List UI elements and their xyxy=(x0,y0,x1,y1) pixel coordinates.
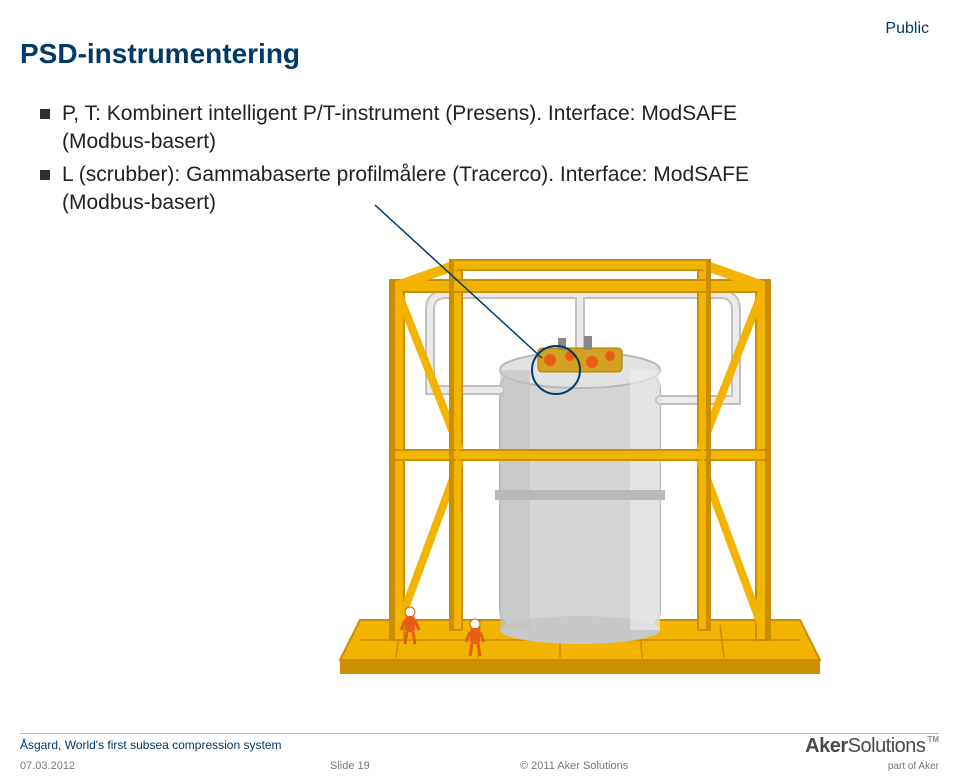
bullet-marker-icon xyxy=(40,109,50,119)
logo-bold-part: Aker xyxy=(805,735,847,757)
logo-light-part: Solutions xyxy=(848,735,926,757)
footer-part-of: part of Aker xyxy=(888,761,939,772)
footer: Åsgard, World's first subsea compression… xyxy=(0,732,959,780)
footer-slide-number: Slide 19 xyxy=(330,760,370,772)
bullet-item: L (scrubber): Gammabaserte profilmålere … xyxy=(40,161,762,218)
footer-subtitle: Åsgard, World's first subsea compression… xyxy=(20,738,282,752)
footer-divider xyxy=(20,733,939,734)
scrubber-illustration xyxy=(300,250,860,690)
bullet-list: P, T: Kombinert intelligent P/T-instrume… xyxy=(40,100,762,221)
logo-tm: TM xyxy=(927,735,939,744)
bullet-text: L (scrubber): Gammabaserte profilmålere … xyxy=(62,161,762,218)
bullet-text: P, T: Kombinert intelligent P/T-instrume… xyxy=(62,100,762,157)
bullet-marker-icon xyxy=(40,170,50,180)
aker-solutions-logo: AkerSolutionsTM xyxy=(805,735,939,758)
classification-label: Public xyxy=(885,20,929,38)
bullet-item: P, T: Kombinert intelligent P/T-instrume… xyxy=(40,100,762,157)
page-title: PSD-instrumentering xyxy=(20,38,300,70)
footer-copyright: © 2011 Aker Solutions xyxy=(520,760,628,772)
footer-date: 07.03.2012 xyxy=(20,760,75,772)
